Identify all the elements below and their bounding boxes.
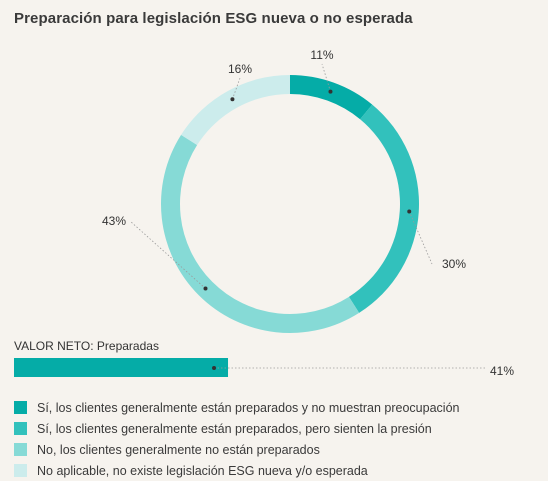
donut-slices	[161, 75, 420, 333]
donut-slice	[290, 75, 373, 120]
net-leader-dot	[212, 366, 217, 370]
legend-label: Sí, los clientes generalmente están prep…	[37, 421, 432, 436]
legend-label: Sí, los clientes generalmente están prep…	[37, 400, 460, 415]
slice-leader-line	[129, 220, 206, 289]
donut-slice	[348, 104, 420, 313]
slice-leader-dot	[230, 97, 235, 102]
net-value-bar	[14, 358, 229, 377]
legend-swatch	[14, 464, 27, 477]
legend: Sí, los clientes generalmente están prep…	[14, 397, 459, 481]
slice-value-labels: 11% 30% 43% 16%	[102, 48, 466, 271]
slice-leader-line	[408, 211, 433, 265]
legend-swatch	[14, 422, 27, 435]
legend-item: Sí, los clientes generalmente están prep…	[14, 418, 459, 439]
slice-value-label: 11%	[310, 48, 333, 62]
slice-leader-dot	[203, 286, 208, 291]
net-value-label: 41%	[490, 364, 514, 378]
chart-title: Preparación para legislación ESG nueva o…	[14, 10, 413, 27]
legend-item: Sí, los clientes generalmente están prep…	[14, 397, 459, 418]
slice-leader-lines	[129, 63, 433, 291]
legend-label: No aplicable, no existe legislación ESG …	[37, 463, 368, 478]
slice-value-label: 43%	[102, 214, 126, 228]
slice-leader-dot	[328, 89, 333, 94]
legend-label: No, los clientes generalmente no están p…	[37, 442, 320, 457]
donut-slice	[161, 134, 360, 333]
net-value-title: VALOR NETO: Preparadas	[14, 339, 159, 353]
slice-leader-line	[232, 77, 241, 100]
legend-item: No, los clientes generalmente no están p…	[14, 439, 459, 460]
slice-value-label: 16%	[228, 62, 252, 76]
legend-swatch	[14, 401, 27, 414]
slice-leader-line	[321, 63, 331, 92]
legend-swatch	[14, 443, 27, 456]
slice-leader-dot	[407, 209, 412, 214]
donut-slice	[181, 75, 290, 146]
slice-value-label: 30%	[442, 257, 466, 271]
legend-item: No aplicable, no existe legislación ESG …	[14, 460, 459, 481]
